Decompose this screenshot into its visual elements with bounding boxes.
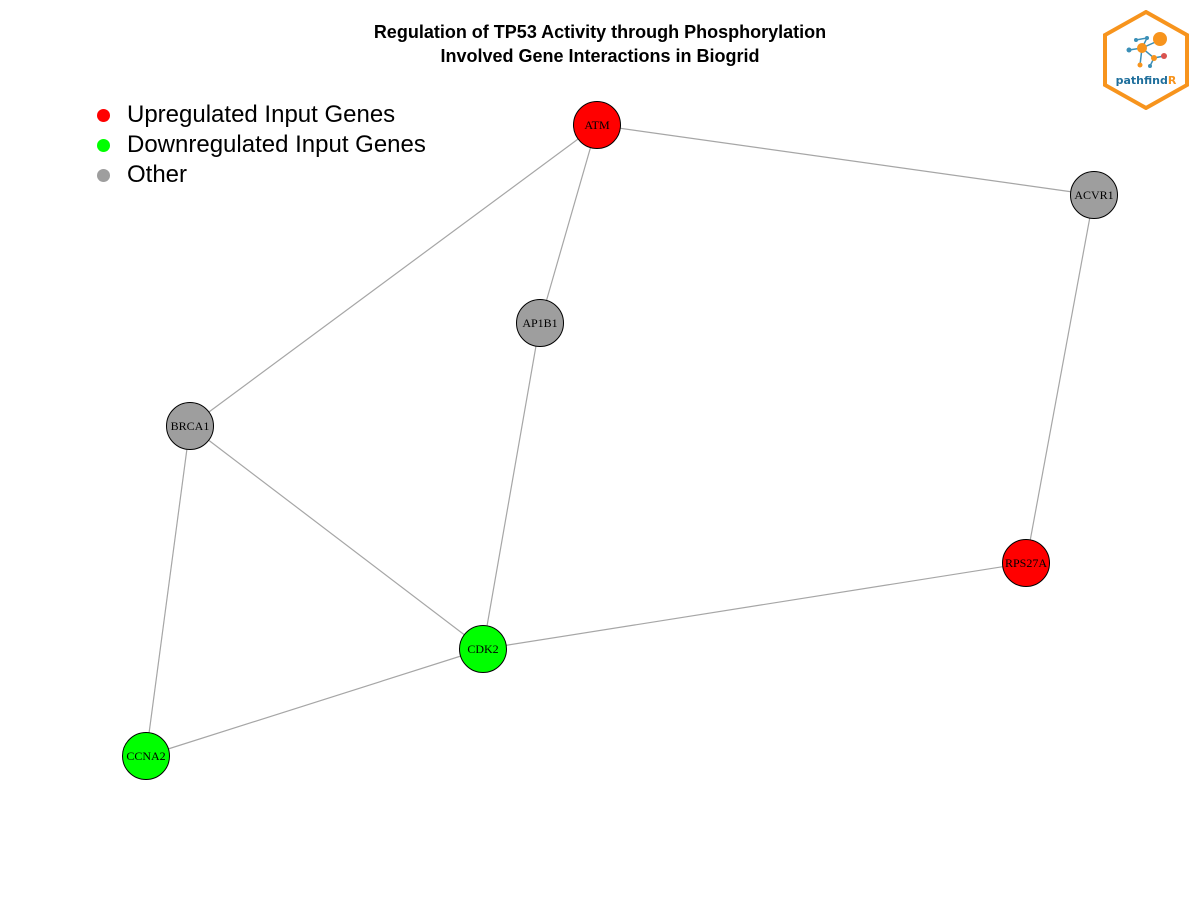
chart-title: Regulation of TP53 Activity through Phos… xyxy=(0,20,1200,68)
edge-atm-brca1 xyxy=(189,124,598,427)
legend-item-other: Other xyxy=(97,160,426,190)
edge-atm-acvr1 xyxy=(596,124,1095,196)
logo-text: pathfindR xyxy=(1116,74,1177,87)
logo-text-main: pathfind xyxy=(1116,74,1168,87)
legend-dot-downregulated xyxy=(97,138,110,152)
edge-ap1b1-cdk2 xyxy=(482,322,541,650)
node-label-brca1: BRCA1 xyxy=(171,419,210,433)
nodes: ATM ACVR1 AP1B1 BRCA1 RPS27A CDK2 CCNA2 xyxy=(122,101,1118,780)
node-atm[interactable]: ATM xyxy=(573,101,621,149)
node-acvr1[interactable]: ACVR1 xyxy=(1070,171,1118,219)
node-label-ccna2: CCNA2 xyxy=(126,749,165,763)
legend-label-other: Other xyxy=(127,161,188,188)
node-label-cdk2: CDK2 xyxy=(467,642,498,656)
edge-acvr1-rps27a xyxy=(1025,194,1095,564)
edge-brca1-ccna2 xyxy=(145,425,191,757)
node-label-rps27a: RPS27A xyxy=(1005,556,1047,570)
node-circle-ap1b1 xyxy=(516,299,564,347)
node-circle-atm xyxy=(573,101,621,149)
edge-atm-ap1b1 xyxy=(539,124,598,324)
node-label-ap1b1: AP1B1 xyxy=(522,316,557,330)
legend-item-downregulated: Downregulated Input Genes xyxy=(97,130,426,160)
pathfindr-logo: pathfindR xyxy=(1102,9,1190,111)
legend-label-upregulated: Upregulated Input Genes xyxy=(127,101,396,128)
node-label-acvr1: ACVR1 xyxy=(1074,188,1113,202)
logo-text-accent: R xyxy=(1168,74,1177,87)
hexagon-logo-icon: pathfindR xyxy=(1103,9,1189,111)
node-circle-cdk2 xyxy=(459,625,507,673)
node-brca1[interactable]: BRCA1 xyxy=(166,402,214,450)
edge-brca1-cdk2 xyxy=(189,425,484,650)
title-line-2: Involved Gene Interactions in Biogrid xyxy=(440,46,760,66)
title-line-1: Regulation of TP53 Activity through Phos… xyxy=(373,22,827,42)
legend: Upregulated Input Genes Downregulated In… xyxy=(97,100,426,190)
edge-cdk2-ccna2 xyxy=(145,648,484,757)
legend-dot-other xyxy=(97,168,110,182)
node-circle-acvr1 xyxy=(1070,171,1118,219)
node-circle-ccna2 xyxy=(122,732,170,780)
legend-dot-upregulated xyxy=(97,108,110,122)
node-ccna2[interactable]: CCNA2 xyxy=(122,732,170,780)
node-cdk2[interactable]: CDK2 xyxy=(459,625,507,673)
edge-rps27a-cdk2 xyxy=(482,562,1027,650)
node-ap1b1[interactable]: AP1B1 xyxy=(516,299,564,347)
edges xyxy=(145,124,1095,757)
node-rps27a[interactable]: RPS27A xyxy=(1002,539,1050,587)
node-circle-brca1 xyxy=(166,402,214,450)
legend-label-downregulated: Downregulated Input Genes xyxy=(127,131,426,158)
node-label-atm: ATM xyxy=(584,118,610,132)
node-circle-rps27a xyxy=(1002,539,1050,587)
legend-item-upregulated: Upregulated Input Genes xyxy=(97,100,426,130)
